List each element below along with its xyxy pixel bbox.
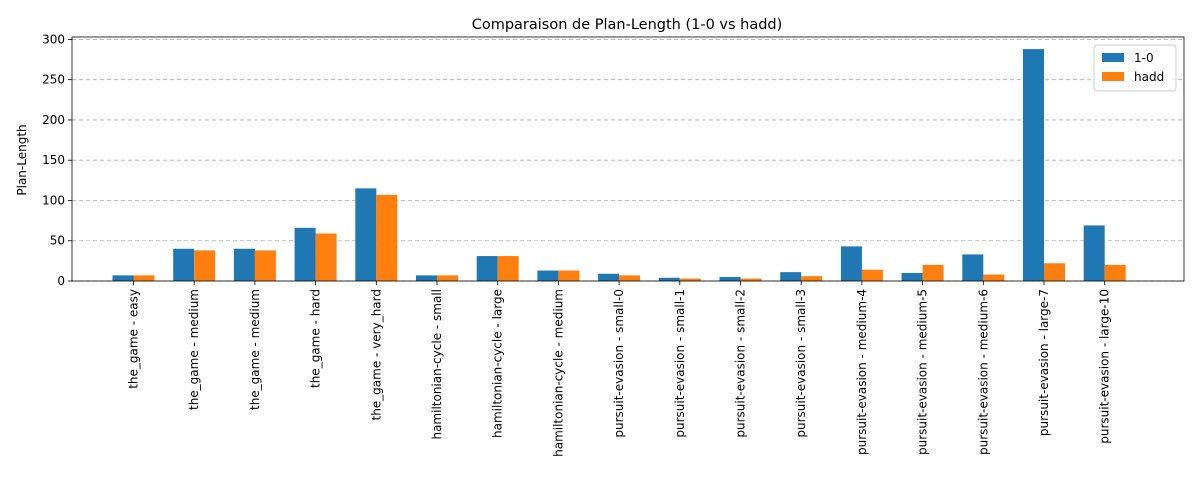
x-tick-label: pursuit-evasion - small-1 bbox=[673, 289, 687, 438]
bar-series-hadd bbox=[194, 250, 216, 281]
y-tick-label: 150 bbox=[42, 153, 65, 167]
x-tick-label: hamiltonian-cycle - large bbox=[491, 289, 505, 438]
x-tick-label: pursuit-evasion - small-2 bbox=[734, 289, 748, 438]
bar-series-1-0 bbox=[537, 270, 559, 281]
legend-label: 1-0 bbox=[1134, 51, 1154, 65]
legend-swatch bbox=[1102, 72, 1124, 81]
bar-series-hadd bbox=[983, 274, 1005, 281]
bar-series-hadd bbox=[254, 250, 276, 281]
bar-series-1-0 bbox=[294, 227, 316, 281]
bar-series-hadd bbox=[437, 275, 458, 281]
x-tick-label: pursuit-evasion - medium-5 bbox=[916, 289, 930, 455]
bar-series-hadd bbox=[315, 233, 337, 281]
bar-series-hadd bbox=[497, 256, 519, 281]
x-tick-label: hamiltonian-cycle - medium bbox=[551, 289, 565, 457]
bar-series-hadd bbox=[922, 264, 944, 281]
bar-series-hadd bbox=[801, 276, 823, 281]
bar-series-1-0 bbox=[1083, 225, 1105, 281]
x-tick-label: the_game - hard bbox=[309, 289, 323, 388]
y-tick-label: 300 bbox=[42, 32, 65, 46]
bar-series-1-0 bbox=[1023, 49, 1044, 281]
x-ticks: the_game - easy the_game - medium the_game… bbox=[127, 281, 1112, 457]
y-axis-label: Plan-Length bbox=[15, 124, 29, 195]
y-ticks: 0 50 100 150 200 250 300 bbox=[42, 32, 72, 288]
x-tick-label: pursuit-evasion - medium-6 bbox=[976, 289, 990, 455]
bar-series-1-0 bbox=[476, 256, 498, 281]
x-tick-label: the_game - medium bbox=[248, 289, 262, 410]
bar-series-hadd bbox=[376, 194, 398, 281]
legend-swatch bbox=[1102, 53, 1124, 62]
x-tick-label: pursuit-evasion - medium-4 bbox=[855, 289, 869, 455]
bar-series-1-0 bbox=[719, 276, 741, 281]
x-tick-label: pursuit-evasion - small-0 bbox=[612, 289, 626, 438]
bar-series-1-0 bbox=[598, 273, 620, 281]
y-tick-label: 200 bbox=[42, 113, 65, 127]
bar-series-hadd bbox=[740, 278, 762, 281]
bar-series-hadd bbox=[1044, 263, 1065, 281]
legend: 1-0 hadd bbox=[1093, 44, 1177, 92]
x-tick-label: the_game - medium bbox=[187, 289, 201, 410]
legend-label: hadd bbox=[1134, 70, 1164, 84]
y-tick-label: 0 bbox=[57, 274, 65, 288]
axes bbox=[71, 36, 1185, 282]
bar-series-1-0 bbox=[901, 272, 923, 281]
bar-series-1-0 bbox=[658, 277, 680, 281]
chart-title: Comparaison de Plan-Length (1-0 vs hadd) bbox=[472, 17, 783, 33]
bar-series-1-0 bbox=[780, 272, 802, 281]
bar-series-1-0 bbox=[416, 275, 437, 281]
plot-frame bbox=[71, 36, 1185, 282]
y-tick-label: 100 bbox=[42, 193, 65, 207]
bars bbox=[112, 49, 1126, 281]
bar-series-1-0 bbox=[173, 248, 195, 281]
bar-series-hadd bbox=[679, 278, 701, 281]
x-tick-label: the_game - very_hard bbox=[369, 289, 383, 421]
bar-series-1-0 bbox=[840, 246, 862, 281]
x-tick-label: pursuit-evasion - large-10 bbox=[1098, 289, 1112, 444]
bar-series-1-0 bbox=[233, 248, 255, 281]
x-tick-label: pursuit-evasion - large-7 bbox=[1037, 289, 1051, 436]
bar-series-hadd bbox=[558, 270, 580, 281]
x-tick-label: pursuit-evasion - small-3 bbox=[794, 289, 808, 438]
bar-series-hadd bbox=[861, 269, 883, 281]
y-tick-label: 50 bbox=[50, 234, 65, 248]
bar-series-1-0 bbox=[355, 188, 377, 281]
bar-series-hadd bbox=[619, 275, 641, 281]
bar-series-hadd bbox=[1104, 264, 1126, 281]
y-tick-label: 250 bbox=[42, 73, 65, 87]
grid-lines bbox=[72, 39, 1184, 282]
x-tick-label: hamiltonian-cycle - small bbox=[430, 289, 444, 440]
bar-series-1-0 bbox=[112, 275, 134, 281]
bar-series-hadd bbox=[133, 275, 155, 281]
x-tick-label: the_game - easy bbox=[127, 289, 141, 389]
bar-series-1-0 bbox=[962, 254, 984, 281]
